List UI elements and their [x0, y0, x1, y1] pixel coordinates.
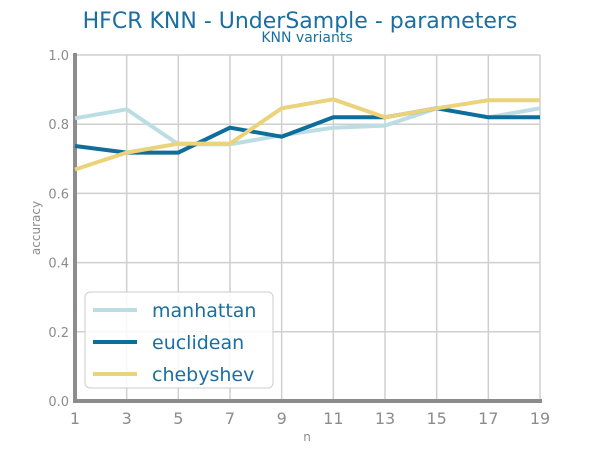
y-tick-label: 0.4	[48, 257, 69, 272]
y-tick-label: 0.2	[48, 326, 69, 341]
legend-label-chebyshev: chebyshev	[152, 364, 254, 386]
x-tick-label: 3	[122, 409, 132, 428]
x-tick-label: 11	[323, 409, 343, 428]
legend-label-manhattan: manhattan	[152, 300, 256, 322]
y-tick-label: 0.0	[48, 395, 69, 410]
x-tick-label: 9	[277, 409, 287, 428]
x-tick-label: 1	[70, 409, 80, 428]
x-axis-label: n	[303, 430, 311, 444]
x-tick-label: 7	[225, 409, 235, 428]
legend: manhattan euclidean chebyshev	[84, 291, 274, 389]
legend-entries: manhattan euclidean chebyshev	[93, 300, 256, 386]
x-tick-label: 15	[426, 409, 446, 428]
y-tick-label: 0.8	[48, 118, 69, 133]
series-line-chebyshev	[74, 97, 540, 172]
y-tick-labels: 0.0 0.2 0.4 0.6 0.8 1.0	[48, 49, 69, 410]
x-tick-label: 17	[478, 409, 498, 428]
axes	[73, 53, 542, 403]
chart-subtitle: KNN variants	[261, 30, 352, 46]
legend-box	[84, 291, 274, 389]
chart-title: HFCR KNN - UnderSample - parameters	[83, 9, 518, 34]
x-tick-label: 5	[173, 409, 183, 428]
series-lines	[74, 97, 541, 172]
y-axis-label: accuracy	[29, 201, 43, 255]
x-tick-labels: 1 3 5 7 9 11 13 15 17 19	[70, 409, 550, 428]
y-tick-label: 0.6	[48, 187, 69, 202]
y-tick-label: 1.0	[48, 49, 69, 64]
series-line-euclidean	[74, 106, 540, 155]
x-tick-label: 13	[375, 409, 395, 428]
x-tick-label: 19	[530, 409, 550, 428]
legend-label-euclidean: euclidean	[152, 332, 244, 354]
